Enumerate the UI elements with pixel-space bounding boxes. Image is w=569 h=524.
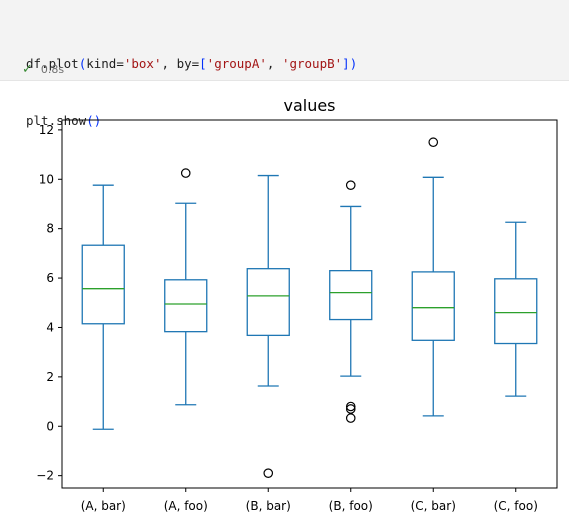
iqr-box <box>246 268 290 337</box>
x-tick-label: (B, bar) <box>246 499 291 513</box>
code-fn-plot: df.plot <box>26 56 79 71</box>
outlier-point <box>345 180 356 191</box>
y-tick-label: 8 <box>46 222 54 236</box>
plot-frame <box>61 119 558 489</box>
x-tick-label: (C, foo) <box>494 499 538 513</box>
y-tick-label: 2 <box>46 370 54 384</box>
x-tick-label: (B, foo) <box>329 499 373 513</box>
x-tick-label: (C, bar) <box>411 499 456 513</box>
iqr-box <box>411 271 455 341</box>
outlier-point <box>345 401 356 412</box>
outlier-point <box>428 137 439 148</box>
code-paren-open: ( <box>78 56 87 71</box>
code-str-box: 'box' <box>123 56 162 71</box>
code-str-groupb: 'groupB' <box>281 56 343 71</box>
iqr-box <box>81 244 125 325</box>
notebook-code-cell[interactable]: df.plot(kind='box', by=['groupA', 'group… <box>0 0 569 128</box>
check-icon: ✓ <box>22 62 33 77</box>
outlier-point <box>263 468 274 478</box>
code-str-groupa: 'groupA' <box>206 56 267 71</box>
x-tick-label: (A, bar) <box>81 499 126 513</box>
y-tick-label: −2 <box>36 469 54 483</box>
execution-time: 0.8s <box>40 63 65 76</box>
code-line-1: df.plot(kind='box', by=['groupA', 'group… <box>26 54 357 73</box>
iqr-box <box>329 270 373 321</box>
y-tick-label: 10 <box>39 172 54 186</box>
outlier-point <box>345 413 356 423</box>
x-tick-label: (A, foo) <box>164 499 208 513</box>
code-sep-1: , <box>161 56 177 71</box>
code-paren-close: ) <box>349 56 358 71</box>
code-arg-by: by= <box>176 56 200 71</box>
code-fn-show: plt.show <box>26 113 87 128</box>
code-bracket-close: ] <box>342 56 350 71</box>
outlier-point <box>180 168 191 178</box>
y-tick-label: 4 <box>46 320 54 334</box>
iqr-box <box>494 278 538 345</box>
code-arg-kind: kind= <box>86 56 124 71</box>
iqr-box <box>164 279 208 333</box>
y-tick-label: 0 <box>46 419 54 433</box>
code-bracket-open: [ <box>199 56 207 71</box>
execution-status: ✓ 0.8s <box>22 62 64 77</box>
y-tick-label: 12 <box>39 123 54 137</box>
chart-title: values <box>283 96 335 115</box>
box-plot-chart: values −2 0 2 4 6 8 10 12 (A, bar) (A, foo) (B, bar… <box>36 96 558 513</box>
outlier-point <box>345 404 356 414</box>
code-sep-2: , <box>266 56 282 71</box>
y-tick-label: 6 <box>46 271 54 285</box>
